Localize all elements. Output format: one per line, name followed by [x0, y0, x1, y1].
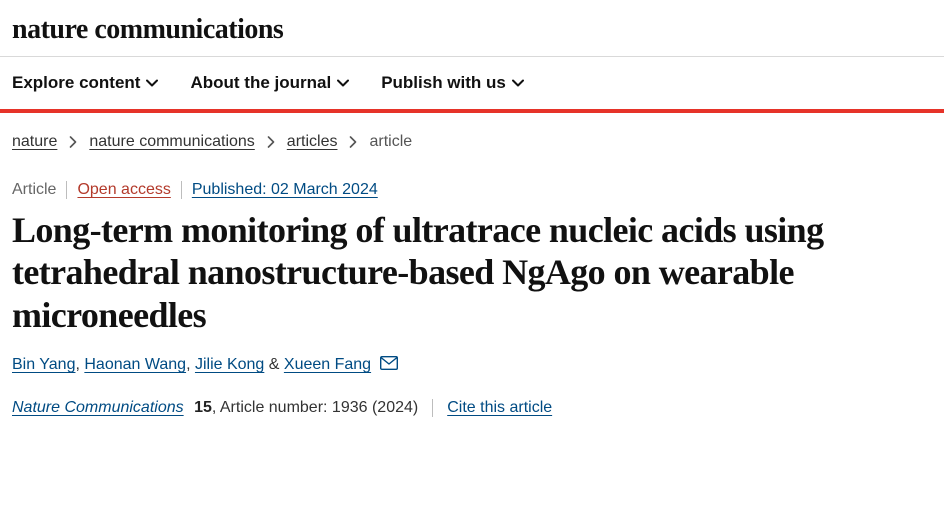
- breadcrumb-link-nature-comms[interactable]: nature communications: [89, 133, 254, 151]
- nav-explore-content[interactable]: Explore content: [12, 73, 158, 93]
- author-list: Bin Yang, Haonan Wang, Jilie Kong & Xuee…: [0, 336, 944, 375]
- author-link[interactable]: Haonan Wang: [84, 356, 186, 373]
- nav-item-label: Publish with us: [381, 73, 506, 93]
- article-number: , Article number: 1936 (2024): [212, 399, 418, 416]
- breadcrumb-link-nature[interactable]: nature: [12, 133, 57, 151]
- article-title: Long-term monitoring of ultratrace nucle…: [0, 199, 920, 336]
- published-date-link[interactable]: Published: 02 March 2024: [192, 181, 378, 199]
- breadcrumb-current: article: [369, 133, 412, 151]
- primary-nav: Explore content About the journal Publis…: [0, 57, 944, 109]
- chevron-down-icon: [146, 77, 158, 89]
- separator: &: [264, 356, 284, 373]
- nav-about-journal[interactable]: About the journal: [190, 73, 349, 93]
- author-link[interactable]: Jilie Kong: [195, 356, 264, 373]
- author-link[interactable]: Xueen Fang: [284, 356, 371, 373]
- mail-icon[interactable]: [380, 356, 398, 375]
- open-access-link[interactable]: Open access: [77, 181, 170, 199]
- nav-item-label: Explore content: [12, 73, 140, 93]
- citation: Nature Communications 15, Article number…: [0, 375, 944, 429]
- separator: [432, 399, 433, 417]
- nav-publish-with-us[interactable]: Publish with us: [381, 73, 524, 93]
- chevron-down-icon: [337, 77, 349, 89]
- chevron-down-icon: [512, 77, 524, 89]
- chevron-right-icon: [69, 136, 77, 148]
- cite-article-link[interactable]: Cite this article: [447, 399, 552, 417]
- breadcrumb-link-articles[interactable]: articles: [287, 133, 338, 151]
- article-meta: Article Open access Published: 02 March …: [0, 151, 944, 199]
- volume: 15: [194, 399, 212, 416]
- chevron-right-icon: [349, 136, 357, 148]
- breadcrumb: nature nature communications articles ar…: [0, 113, 944, 151]
- separator: ,: [186, 356, 195, 373]
- separator: [66, 181, 67, 199]
- journal-brand[interactable]: nature communications: [12, 14, 932, 46]
- separator: [181, 181, 182, 199]
- article-type: Article: [12, 181, 56, 199]
- nav-item-label: About the journal: [190, 73, 331, 93]
- chevron-right-icon: [267, 136, 275, 148]
- journal-link[interactable]: Nature Communications: [12, 399, 184, 416]
- author-link[interactable]: Bin Yang: [12, 356, 75, 373]
